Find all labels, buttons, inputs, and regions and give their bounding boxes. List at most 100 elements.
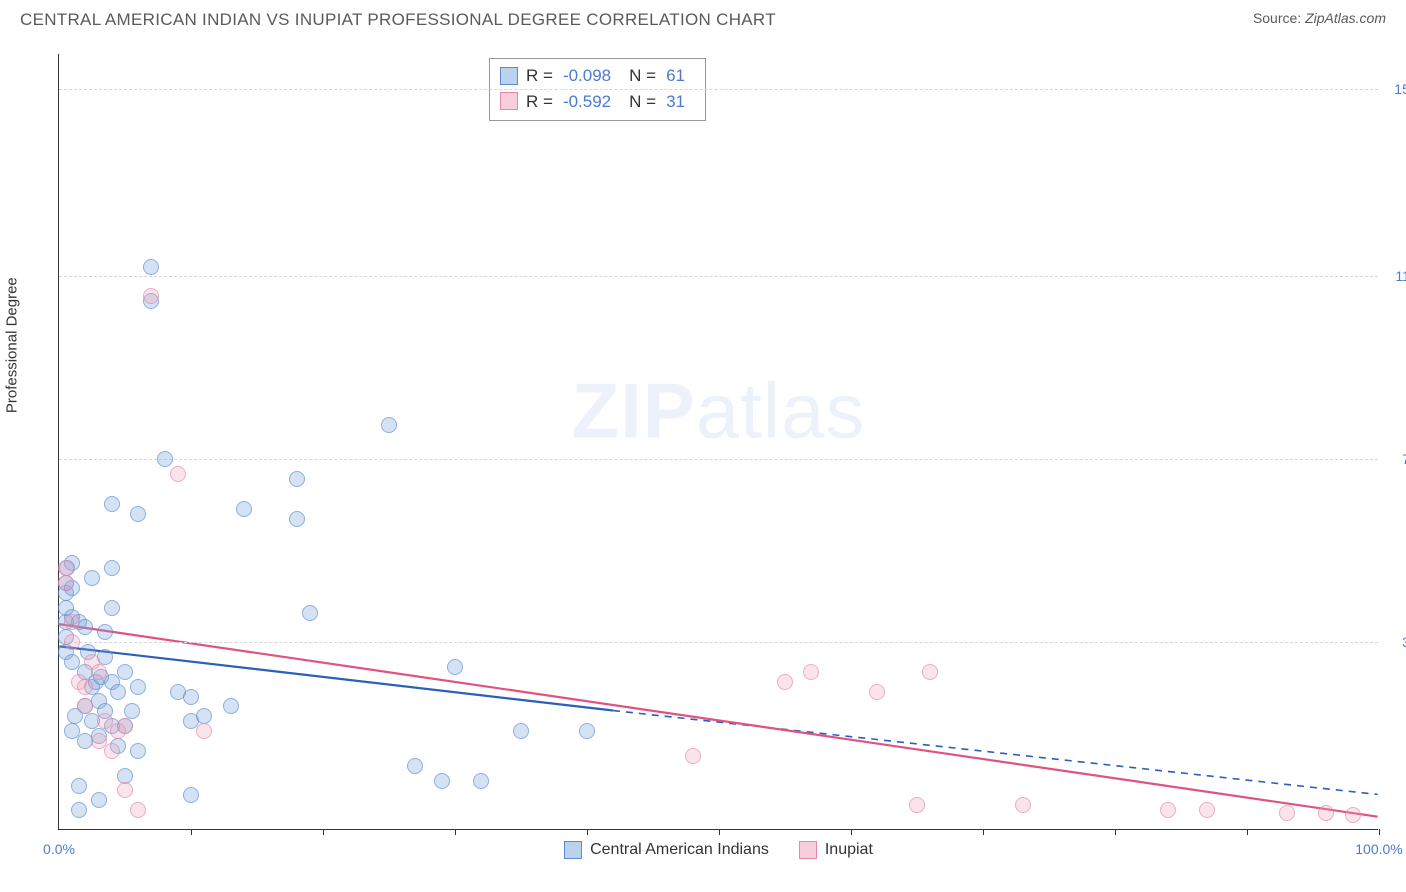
scatter-point — [91, 664, 107, 680]
swatch-pink-icon — [799, 841, 817, 859]
correlation-row-series-1: R = -0.098 N = 61 — [500, 63, 695, 89]
legend-item-series-1: Central American Indians — [564, 841, 769, 859]
gridline-h — [59, 89, 1378, 90]
r-value: -0.098 — [563, 63, 611, 89]
scatter-point — [104, 496, 120, 512]
r-label: R = — [526, 89, 553, 115]
x-tick — [587, 829, 588, 835]
scatter-point — [71, 802, 87, 818]
n-label: N = — [629, 89, 656, 115]
scatter-point — [104, 560, 120, 576]
scatter-point — [130, 506, 146, 522]
x-tick — [983, 829, 984, 835]
y-tick-label: 3.8% — [1402, 634, 1406, 650]
scatter-point — [1345, 807, 1361, 823]
y-tick-label: 7.5% — [1402, 451, 1406, 467]
x-tick — [1247, 829, 1248, 835]
y-tick-label: 15.0% — [1394, 81, 1406, 97]
trendline-extrapolated — [613, 711, 1378, 795]
scatter-point — [77, 698, 93, 714]
scatter-point — [1318, 805, 1334, 821]
scatter-point — [302, 605, 318, 621]
scatter-point — [117, 664, 133, 680]
scatter-point — [170, 466, 186, 482]
watermark-part2: atlas — [696, 366, 866, 454]
scatter-point — [869, 684, 885, 700]
source-value: ZipAtlas.com — [1305, 10, 1386, 26]
scatter-point — [513, 723, 529, 739]
trend-lines-layer — [59, 54, 1378, 829]
scatter-point — [1199, 802, 1215, 818]
x-tick-label: 100.0% — [1355, 841, 1402, 857]
scatter-point — [196, 723, 212, 739]
scatter-point — [71, 778, 87, 794]
scatter-point — [236, 501, 252, 517]
correlation-row-series-2: R = -0.592 N = 31 — [500, 89, 695, 115]
scatter-point — [77, 679, 93, 695]
watermark: ZIPatlas — [571, 365, 865, 456]
scatter-point — [183, 689, 199, 705]
legend-label: Inupiat — [825, 841, 873, 859]
legend-item-series-2: Inupiat — [799, 841, 873, 859]
gridline-h — [59, 276, 1378, 277]
scatter-point — [473, 773, 489, 789]
scatter-point — [110, 684, 126, 700]
scatter-point — [1015, 797, 1031, 813]
scatter-point — [84, 570, 100, 586]
scatter-point — [289, 471, 305, 487]
series-legend: Central American Indians Inupiat — [59, 841, 1378, 859]
scatter-point — [1279, 805, 1295, 821]
scatter-point — [196, 708, 212, 724]
scatter-point — [434, 773, 450, 789]
y-tick-label: 11.2% — [1395, 268, 1406, 284]
scatter-point — [97, 624, 113, 640]
swatch-blue-icon — [564, 841, 582, 859]
trendline — [59, 624, 1377, 817]
scatter-point — [922, 664, 938, 680]
trendline — [59, 646, 613, 710]
n-value: 31 — [666, 89, 685, 115]
scatter-point — [579, 723, 595, 739]
scatter-point — [130, 679, 146, 695]
r-value: -0.592 — [563, 89, 611, 115]
x-tick — [455, 829, 456, 835]
plot-area: ZIPatlas R = -0.098 N = 61 R = -0.592 N … — [58, 54, 1378, 830]
gridline-h — [59, 642, 1378, 643]
scatter-point — [64, 634, 80, 650]
x-tick — [1379, 829, 1380, 835]
watermark-part1: ZIP — [571, 366, 695, 454]
x-tick — [191, 829, 192, 835]
n-value: 61 — [666, 63, 685, 89]
x-tick — [851, 829, 852, 835]
scatter-point — [1160, 802, 1176, 818]
scatter-point — [58, 575, 74, 591]
chart-title: CENTRAL AMERICAN INDIAN VS INUPIAT PROFE… — [20, 10, 776, 30]
swatch-pink-icon — [500, 92, 518, 110]
scatter-point — [381, 417, 397, 433]
scatter-point — [289, 511, 305, 527]
scatter-point — [64, 614, 80, 630]
scatter-point — [117, 718, 133, 734]
scatter-point — [117, 768, 133, 784]
legend-label: Central American Indians — [590, 841, 769, 859]
scatter-point — [117, 782, 133, 798]
scatter-point — [130, 802, 146, 818]
x-tick — [719, 829, 720, 835]
scatter-point — [685, 748, 701, 764]
scatter-point — [130, 743, 146, 759]
scatter-point — [407, 758, 423, 774]
source-label: Source: — [1253, 10, 1301, 26]
scatter-point — [777, 674, 793, 690]
gridline-h — [59, 459, 1378, 460]
scatter-point — [91, 792, 107, 808]
scatter-point — [803, 664, 819, 680]
x-tick — [323, 829, 324, 835]
source-credit: Source: ZipAtlas.com — [1253, 10, 1386, 26]
x-tick-label: 0.0% — [43, 841, 75, 857]
scatter-point — [143, 259, 159, 275]
scatter-point — [223, 698, 239, 714]
scatter-point — [143, 288, 159, 304]
scatter-point — [447, 659, 463, 675]
y-axis-label: Professional Degree — [4, 277, 21, 413]
swatch-blue-icon — [500, 67, 518, 85]
